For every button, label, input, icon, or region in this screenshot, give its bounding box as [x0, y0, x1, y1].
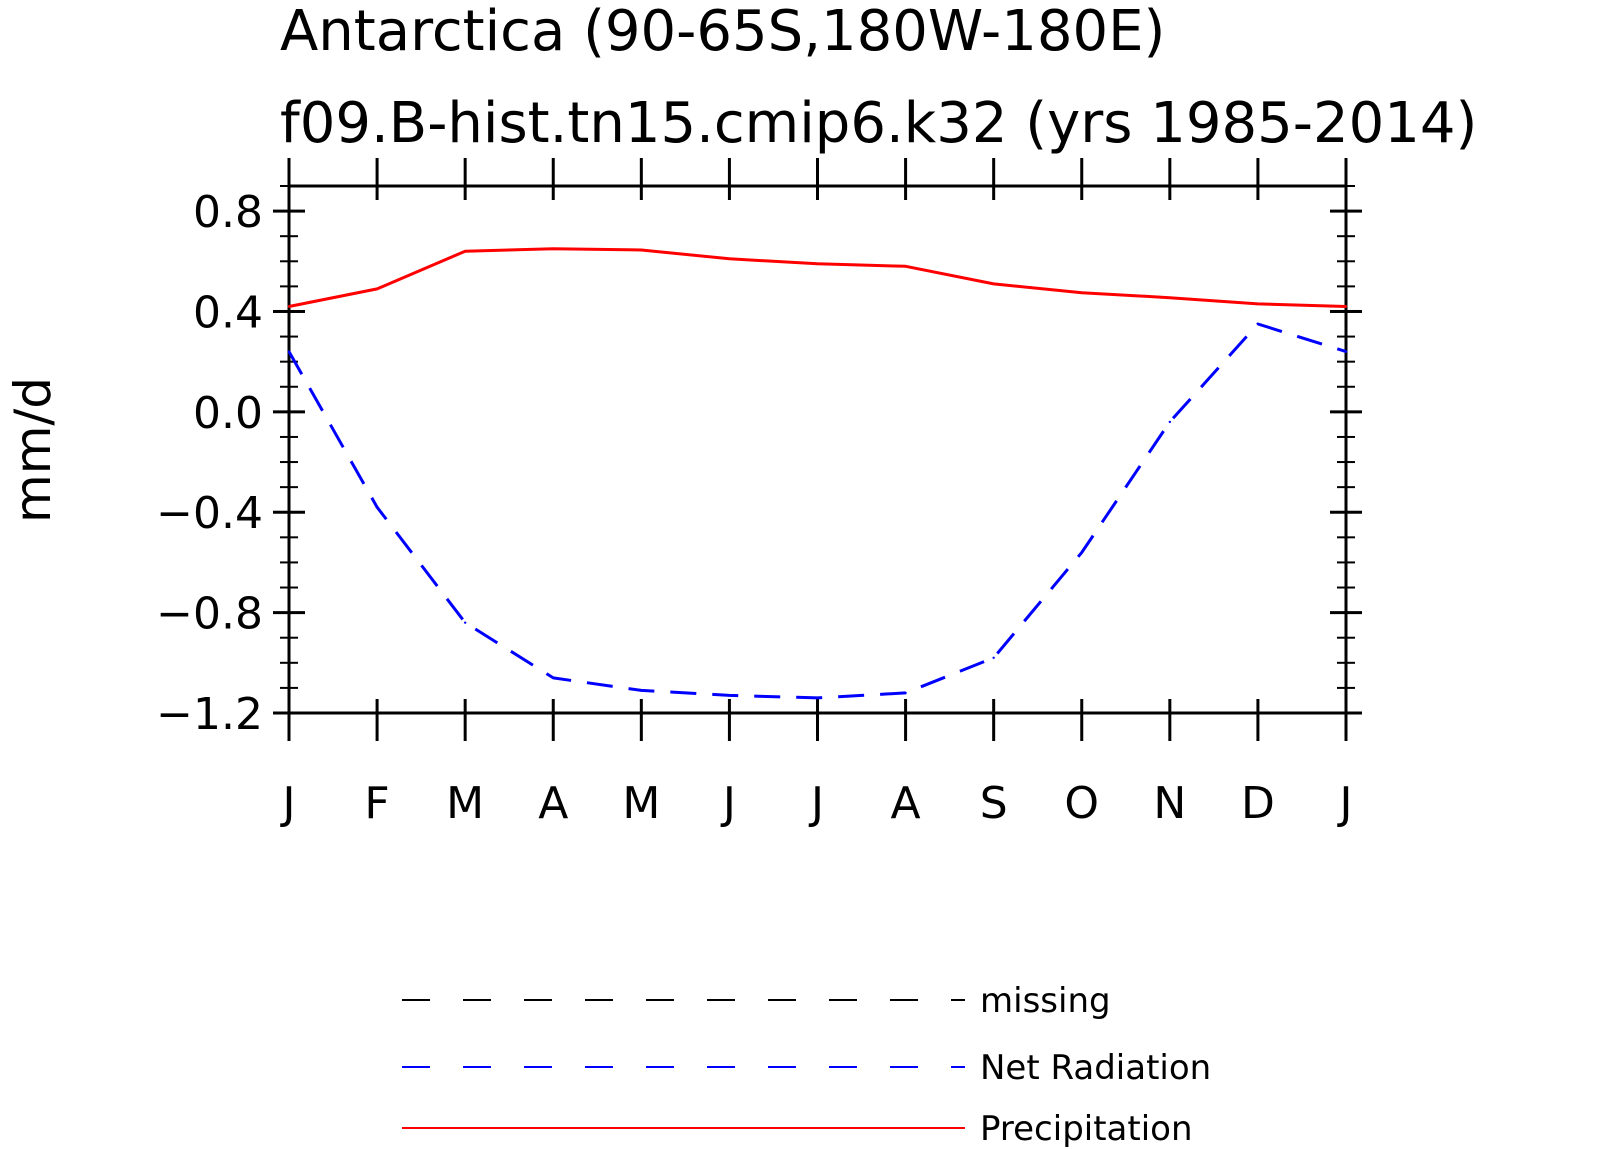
chart-title: Antarctica (90-65S,180W-180E) [280, 0, 1165, 64]
y-tick-label: 0.8 [193, 187, 263, 238]
legend-label-precipitation: Precipitation [980, 1109, 1193, 1149]
x-tick-label: J [720, 778, 736, 829]
x-tick-label: F [364, 778, 389, 829]
data-point-net-radiation [992, 656, 995, 659]
y-axis-label: mm/d [4, 377, 62, 523]
y-tick-label: 0.0 [193, 388, 263, 439]
data-point-net-radiation [375, 506, 379, 509]
x-tick-label: O [1064, 778, 1099, 829]
y-tick-label: 0.4 [193, 287, 263, 338]
legend-label-net-radiation: Net Radiation [980, 1048, 1211, 1088]
x-tick-label: J [280, 778, 296, 829]
legend-label-missing: missing [980, 981, 1111, 1021]
data-point-precipitation [1168, 296, 1172, 299]
x-tick-label: J [808, 778, 824, 829]
data-point-net-radiation [816, 696, 819, 700]
data-point-precipitation [287, 305, 291, 308]
data-point-net-radiation [552, 676, 555, 680]
data-point-precipitation [375, 287, 379, 291]
data-point-precipitation [1080, 291, 1083, 294]
series-line-net-radiation [287, 322, 1347, 700]
x-tick-label: M [622, 778, 660, 829]
data-point-precipitation [1256, 302, 1260, 306]
y-tick-label: −0.8 [156, 589, 263, 640]
data-point-net-radiation [1080, 551, 1083, 554]
data-point-net-radiation [463, 621, 467, 624]
data-point-net-radiation [1256, 322, 1260, 326]
x-tick-label: N [1153, 778, 1186, 829]
chart-subtitle: f09.B-hist.tn15.cmip6.k32 (yrs 1985-2014… [280, 91, 1477, 156]
x-tick-label: M [446, 778, 484, 829]
series-line-precipitation [288, 247, 1347, 308]
data-point-net-radiation [1344, 350, 1348, 353]
data-point-precipitation [640, 248, 643, 252]
x-tick-label: A [538, 778, 568, 829]
data-point-precipitation [992, 282, 995, 286]
series-group [287, 247, 1348, 700]
y-tick-label: −0.4 [156, 488, 263, 539]
x-tick-label: J [1337, 778, 1353, 829]
legend: missing Net Radiation Precipitation [402, 981, 1211, 1149]
data-point-precipitation [816, 262, 819, 265]
data-point-precipitation [728, 257, 731, 260]
data-point-precipitation [904, 265, 907, 268]
data-point-precipitation [1344, 305, 1348, 308]
y-tick-label: −1.2 [156, 689, 263, 740]
y-axis-ticks [273, 185, 1362, 715]
data-point-net-radiation [904, 691, 907, 695]
x-tick-label: S [980, 778, 1008, 829]
data-point-net-radiation [287, 350, 291, 353]
data-point-precipitation [552, 247, 555, 250]
data-point-net-radiation [728, 694, 731, 697]
data-point-net-radiation [1168, 420, 1172, 424]
data-point-precipitation [463, 250, 467, 253]
x-tick-label: A [891, 778, 921, 829]
x-tick-label: D [1241, 778, 1275, 829]
data-point-net-radiation [640, 689, 643, 692]
x-axis-ticks [287, 158, 1348, 741]
y-axis-tick-labels: 0.8 0.4 0.0 −0.4 −0.8 −1.2 [156, 187, 263, 740]
